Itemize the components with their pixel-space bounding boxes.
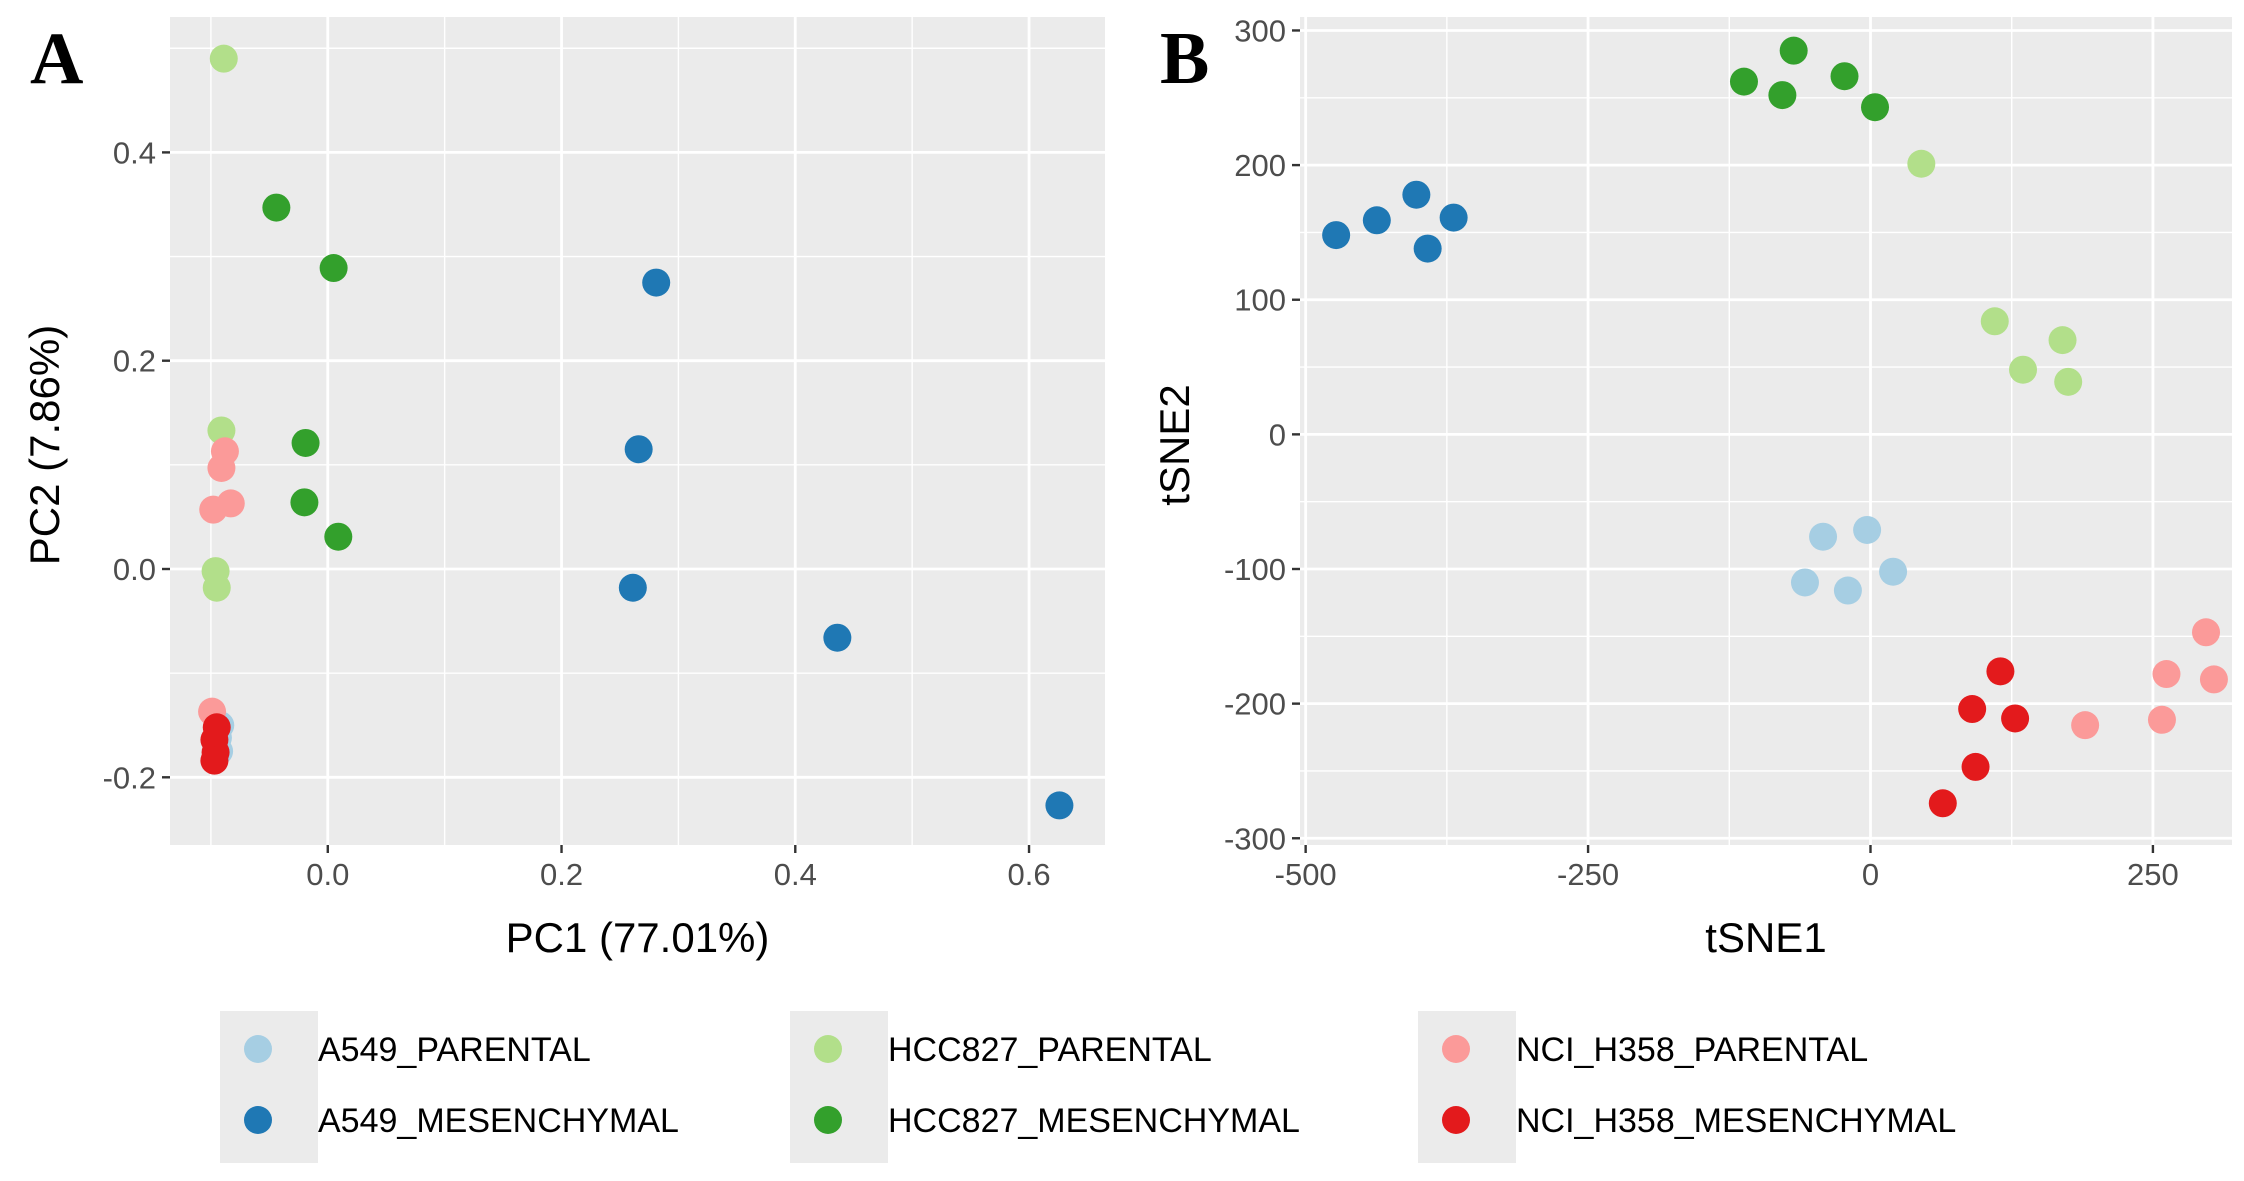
legend-label-hcc827-mesenchymal: HCC827_MESENCHYMAL	[888, 1102, 1300, 1140]
tsne-y-tick-label: 200	[1234, 148, 1286, 183]
tsne-y-tick-label: 300	[1234, 13, 1286, 48]
pca-point-hcc827-mesenchymal	[291, 428, 320, 457]
pca-point-a549-mesenchymal	[642, 268, 671, 297]
tsne-plot-background	[1300, 17, 2232, 845]
pca-point-hcc827-mesenchymal	[324, 522, 353, 551]
tsne-point-a549-parental	[1790, 568, 1819, 597]
tsne-point-a549-mesenchymal	[1439, 203, 1468, 232]
legend-label-nci-h358-parental: NCI_H358_PARENTAL	[1516, 1031, 1868, 1069]
tsne-point-hcc827-mesenchymal	[1830, 62, 1859, 91]
legend-label-a549-parental: A549_PARENTAL	[318, 1031, 591, 1069]
legend-swatch-a549-parental	[244, 1035, 272, 1063]
legend-label-a549-mesenchymal: A549_MESENCHYMAL	[318, 1102, 679, 1140]
tsne-y-axis-title: tSNE2	[1151, 384, 1198, 505]
tsne-point-a549-parental	[1853, 515, 1882, 544]
tsne-point-hcc827-parental	[1980, 307, 2009, 336]
tsne-point-nci-h358-parental	[2199, 665, 2228, 694]
legend-swatch-nci-h358-mesenchymal	[1442, 1106, 1470, 1134]
tsne-point-a549-mesenchymal	[1402, 180, 1431, 209]
tsne-x-tick-label: 0	[1862, 857, 1879, 892]
tsne-point-hcc827-parental	[2009, 355, 2038, 384]
pca-y-axis-title: PC2 (7.86%)	[21, 325, 68, 565]
tsne-y-tick-label: 0	[1269, 417, 1286, 452]
tsne-point-nci-h358-parental	[2147, 705, 2176, 734]
tsne-grid	[1300, 17, 2232, 845]
tsne-point-a549-mesenchymal	[1413, 234, 1442, 263]
tsne-point-nci-h358-parental	[2192, 618, 2221, 647]
pca-point-hcc827-mesenchymal	[290, 488, 319, 517]
tsne-point-a549-mesenchymal	[1322, 221, 1351, 250]
tsne-x-tick-label: -250	[1557, 857, 1619, 892]
legend-key-background	[220, 1011, 318, 1163]
tsne-point-nci-h358-parental	[2071, 711, 2100, 740]
pca-x-tick-label: 0.4	[774, 857, 817, 892]
legend-swatch-nci-h358-parental	[1442, 1035, 1470, 1063]
tsne-y-tick-label: -300	[1224, 821, 1286, 856]
pca-point-hcc827-parental	[202, 573, 231, 602]
tsne-point-a549-parental	[1879, 557, 1908, 586]
pca-y-tick-label: 0.0	[113, 552, 156, 587]
tsne-point-nci-h358-mesenchymal	[1958, 695, 1987, 724]
tsne-point-hcc827-mesenchymal	[1861, 93, 1890, 122]
tsne-points	[1322, 36, 2228, 818]
tsne-y-tick-label: -100	[1224, 552, 1286, 587]
legend: A549_PARENTAL A549_MESENCHYMAL HCC827_PARE…	[220, 1011, 1956, 1163]
tsne-point-hcc827-parental	[1907, 149, 1936, 178]
tsne-y-tick-label: -200	[1224, 687, 1286, 722]
pca-plot-panel: 0.0 0.2 0.4 0.6 -0.2 0.0 0.2 0.4 A PC1 (77.01%)…	[21, 17, 1105, 961]
tsne-point-nci-h358-mesenchymal	[1986, 657, 2015, 686]
tsne-point-a549-mesenchymal	[1362, 206, 1391, 235]
tsne-point-hcc827-mesenchymal	[1779, 36, 1808, 65]
pca-point-hcc827-mesenchymal	[319, 254, 348, 283]
pca-point-a549-mesenchymal	[1045, 791, 1074, 820]
pca-y-tick-label: 0.2	[113, 344, 156, 379]
pca-points	[198, 44, 1074, 820]
tsne-x-tick-label: 250	[2127, 857, 2179, 892]
legend-swatch-hcc827-mesenchymal	[814, 1106, 842, 1134]
tsne-point-nci-h358-parental	[2152, 660, 2181, 689]
pca-x-tick-label: 0.0	[306, 857, 349, 892]
legend-label-hcc827-parental: HCC827_PARENTAL	[888, 1031, 1212, 1069]
pca-point-nci-h358-mesenchymal	[200, 746, 229, 775]
tsne-point-hcc827-parental	[2054, 367, 2083, 396]
legend-swatch-a549-mesenchymal	[244, 1106, 272, 1134]
pca-point-nci-h358-parental	[207, 453, 236, 482]
tsne-x-axis-title: tSNE1	[1705, 914, 1826, 961]
pca-point-hcc827-mesenchymal	[262, 193, 291, 222]
panel-label-b: B	[1160, 18, 1209, 100]
pca-x-tick-label: 0.6	[1007, 857, 1050, 892]
pca-point-nci-h358-parental	[199, 495, 228, 524]
tsne-y-tick-label: 100	[1234, 283, 1286, 318]
tsne-point-nci-h358-mesenchymal	[2001, 704, 2030, 733]
legend-key-background	[790, 1011, 888, 1163]
legend-swatch-hcc827-parental	[814, 1035, 842, 1063]
tsne-point-nci-h358-mesenchymal	[1928, 789, 1957, 818]
pca-point-hcc827-parental	[207, 416, 236, 445]
tsne-point-a549-parental	[1833, 576, 1862, 605]
pca-point-hcc827-parental	[209, 44, 238, 73]
tsne-point-hcc827-mesenchymal	[1729, 67, 1758, 96]
pca-point-a549-mesenchymal	[624, 435, 653, 464]
pca-grid	[170, 17, 1105, 845]
legend-label-nci-h358-mesenchymal: NCI_H358_MESENCHYMAL	[1516, 1102, 1956, 1140]
pca-ticks: 0.0 0.2 0.4 0.6 -0.2 0.0 0.2 0.4	[103, 135, 1051, 892]
legend-key-background	[1418, 1011, 1516, 1163]
tsne-point-hcc827-parental	[2048, 326, 2077, 355]
pca-point-a549-mesenchymal	[823, 623, 852, 652]
pca-x-axis-title: PC1 (77.01%)	[506, 914, 770, 961]
tsne-plot-panel: -500 -250 0 250 -300 -200 -100 0 100 200 300 B tSN…	[1151, 13, 2232, 961]
pca-point-a549-mesenchymal	[618, 573, 647, 602]
tsne-ticks: -500 -250 0 250 -300 -200 -100 0 100 200 300	[1224, 13, 2179, 892]
pca-y-tick-label: 0.4	[113, 135, 156, 170]
tsne-point-nci-h358-mesenchymal	[1961, 752, 1990, 781]
tsne-point-a549-parental	[1809, 522, 1838, 551]
tsne-x-tick-label: -500	[1275, 857, 1337, 892]
panel-label-a: A	[30, 18, 83, 100]
tsne-point-hcc827-mesenchymal	[1768, 81, 1797, 110]
pca-y-tick-label: -0.2	[103, 760, 156, 795]
pca-x-tick-label: 0.2	[540, 857, 583, 892]
pca-plot-background	[170, 17, 1105, 845]
